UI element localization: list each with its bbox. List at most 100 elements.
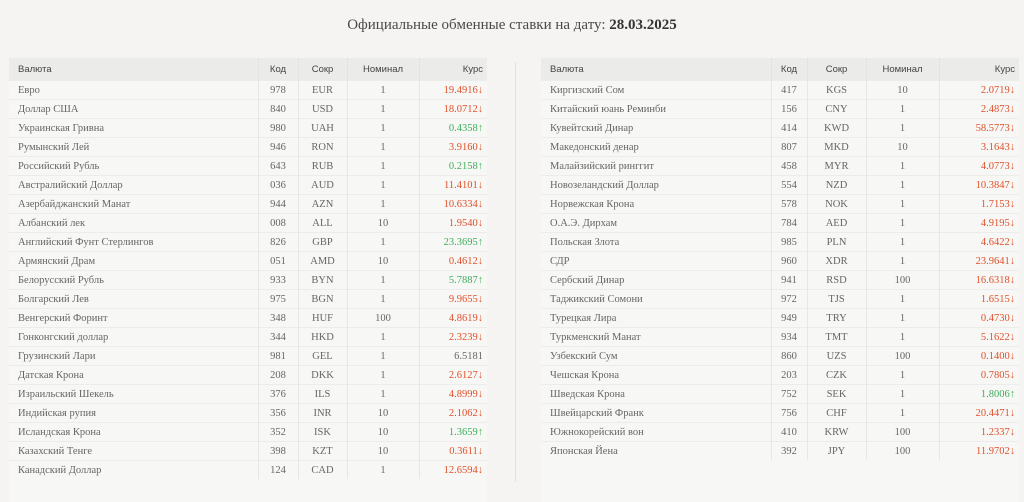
- currency-code-cell: 944: [258, 194, 299, 214]
- rate-cell: 19.4916↓: [419, 80, 487, 100]
- nominal-cell: 1: [347, 289, 420, 309]
- currency-abbr-cell: CZK: [807, 365, 867, 385]
- currency-code-cell: 356: [258, 403, 299, 423]
- table-row: Азербайджанский Манат 944 AZN 1 10.6334↓: [9, 194, 487, 214]
- rate-cell: 10.3847↓: [939, 175, 1019, 195]
- rate-cell: 1.8006↑: [939, 384, 1019, 404]
- nominal-cell: 1: [866, 289, 940, 309]
- currency-name-cell: Албанский лек: [9, 213, 259, 233]
- rate-cell: 20.4471↓: [939, 403, 1019, 423]
- rate-cell: 0.4730↓: [939, 308, 1019, 328]
- currency-abbr-cell: TRY: [807, 308, 867, 328]
- table-row: Армянский Драм 051 AMD 10 0.4612↓: [9, 251, 487, 271]
- currency-name-cell: Израильский Шекель: [9, 384, 259, 404]
- currency-abbr-cell: ALL: [298, 213, 348, 233]
- rate-cell: 3.1643↓: [939, 137, 1019, 157]
- currency-code-cell: 985: [771, 232, 808, 252]
- rate-cell: 3.9160↓: [419, 137, 487, 157]
- currency-name-cell: СДР: [541, 251, 772, 271]
- rate-cell: 4.0773↓: [939, 156, 1019, 176]
- column-header-rate[interactable]: Курс: [419, 58, 487, 81]
- table-row: Доллар США 840 USD 1 18.0712↓: [9, 99, 487, 119]
- currency-abbr-cell: KGS: [807, 80, 867, 100]
- page-title: Официальные обменные ставки на дату: 28.…: [0, 17, 1024, 34]
- currency-code-cell: 410: [771, 422, 808, 442]
- currency-code-cell: 826: [258, 232, 299, 252]
- rate-cell: 4.9195↓: [939, 213, 1019, 233]
- table-row: Польская Злота 985 PLN 1 4.6422↓: [541, 232, 1019, 252]
- currency-abbr-cell: UAH: [298, 118, 348, 138]
- table-row: Болгарский Лев 975 BGN 1 9.9655↓: [9, 289, 487, 309]
- column-header-currency[interactable]: Валюта: [541, 58, 772, 81]
- rate-cell: 4.8619↓: [419, 308, 487, 328]
- currency-code-cell: 975: [258, 289, 299, 309]
- rate-cell: 23.3695↑: [419, 232, 487, 252]
- column-header-currency[interactable]: Валюта: [9, 58, 259, 81]
- currency-name-cell: Шведская Крона: [541, 384, 772, 404]
- currency-name-cell: Австралийский Доллар: [9, 175, 259, 195]
- currency-abbr-cell: USD: [298, 99, 348, 119]
- currency-abbr-cell: RUB: [298, 156, 348, 176]
- currency-name-cell: Македонский денар: [541, 137, 772, 157]
- currency-abbr-cell: BYN: [298, 270, 348, 290]
- rate-cell: 5.1622↓: [939, 327, 1019, 347]
- currency-code-cell: 554: [771, 175, 808, 195]
- rate-cell: 5.7887↑: [419, 270, 487, 290]
- currency-abbr-cell: AUD: [298, 175, 348, 195]
- currency-code-cell: 981: [258, 346, 299, 366]
- currency-abbr-cell: PLN: [807, 232, 867, 252]
- currency-abbr-cell: AED: [807, 213, 867, 233]
- column-header-abbr[interactable]: Сокр: [298, 58, 348, 81]
- currency-abbr-cell: SEK: [807, 384, 867, 404]
- currency-code-cell: 784: [771, 213, 808, 233]
- currency-code-cell: 933: [258, 270, 299, 290]
- currency-abbr-cell: TMT: [807, 327, 867, 347]
- column-header-code[interactable]: Код: [771, 58, 808, 81]
- nominal-cell: 1: [866, 251, 940, 271]
- rate-cell: 0.3611↓: [419, 441, 487, 461]
- nominal-cell: 1: [347, 118, 420, 138]
- column-header-rate[interactable]: Курс: [939, 58, 1019, 81]
- nominal-cell: 1: [347, 346, 420, 366]
- nominal-cell: 1: [347, 99, 420, 119]
- currency-abbr-cell: KRW: [807, 422, 867, 442]
- table-row: Шведская Крона 752 SEK 1 1.8006↑: [541, 384, 1019, 404]
- currency-abbr-cell: UZS: [807, 346, 867, 366]
- currency-abbr-cell: NOK: [807, 194, 867, 214]
- nominal-cell: 1: [347, 327, 420, 347]
- column-header-nominal[interactable]: Номинал: [347, 58, 420, 81]
- currency-code-cell: 643: [258, 156, 299, 176]
- currency-abbr-cell: CAD: [298, 460, 348, 479]
- nominal-cell: 100: [866, 422, 940, 442]
- table-row: Македонский денар 807 MKD 10 3.1643↓: [541, 137, 1019, 157]
- nominal-cell: 1: [347, 137, 420, 157]
- currency-abbr-cell: KZT: [298, 441, 348, 461]
- currency-code-cell: 978: [258, 80, 299, 100]
- rate-cell: 10.6334↓: [419, 194, 487, 214]
- rate-cell: 6.5181: [419, 346, 487, 366]
- currency-code-cell: 344: [258, 327, 299, 347]
- nominal-cell: 10: [347, 403, 420, 423]
- table-row: Датская Крона 208 DKK 1 2.6127↓: [9, 365, 487, 385]
- currency-code-cell: 941: [771, 270, 808, 290]
- rate-cell: 1.6515↓: [939, 289, 1019, 309]
- currency-name-cell: Армянский Драм: [9, 251, 259, 271]
- table-row: О.А.Э. Дирхам 784 AED 1 4.9195↓: [541, 213, 1019, 233]
- table-row: Румынский Лей 946 RON 1 3.9160↓: [9, 137, 487, 157]
- column-header-abbr[interactable]: Сокр: [807, 58, 867, 81]
- currency-abbr-cell: MYR: [807, 156, 867, 176]
- currency-name-cell: Малайзийский ринггит: [541, 156, 772, 176]
- table-row: Индийская рупия 356 INR 10 2.1062↓: [9, 403, 487, 423]
- currency-code-cell: 398: [258, 441, 299, 461]
- currency-abbr-cell: GEL: [298, 346, 348, 366]
- column-header-nominal[interactable]: Номинал: [866, 58, 940, 81]
- currency-name-cell: Азербайджанский Манат: [9, 194, 259, 214]
- table-header-row: Валюта Код Сокр Номинал Курс: [541, 58, 1019, 81]
- column-header-code[interactable]: Код: [258, 58, 299, 81]
- table-row: Малайзийский ринггит 458 MYR 1 4.0773↓: [541, 156, 1019, 176]
- currency-code-cell: 352: [258, 422, 299, 442]
- currency-name-cell: Датская Крона: [9, 365, 259, 385]
- currency-code-cell: 203: [771, 365, 808, 385]
- currency-abbr-cell: XDR: [807, 251, 867, 271]
- currency-abbr-cell: BGN: [298, 289, 348, 309]
